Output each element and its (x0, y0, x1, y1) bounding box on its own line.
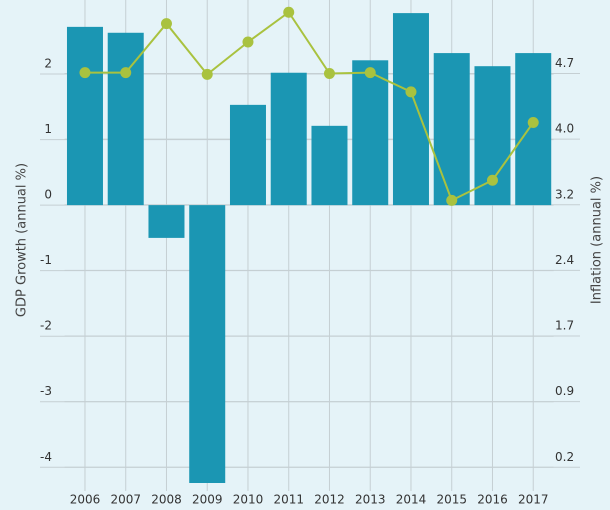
y-tick-label: -1 (40, 253, 52, 267)
y2-tick-label: 0.9 (555, 384, 574, 398)
x-tick-label: 2014 (396, 493, 427, 507)
point (486, 174, 498, 186)
x-tick-label: 2017 (518, 493, 549, 507)
y-axis-title: GDP Growth (annual %) (15, 163, 30, 317)
point (323, 68, 335, 79)
x-tick-label: 2013 (355, 493, 386, 507)
point (283, 6, 295, 18)
y2-tick-label: 3.2 (555, 187, 574, 201)
bar (148, 205, 185, 238)
point (160, 18, 172, 30)
point (405, 86, 417, 98)
point (364, 67, 376, 79)
bar (515, 53, 552, 206)
y2-tick-label: 0.2 (555, 450, 574, 464)
x-tick-label: 2016 (477, 493, 508, 507)
y-tick-label: 2 (44, 57, 52, 71)
line (84, 10, 535, 202)
bar (311, 125, 348, 206)
bar (392, 13, 429, 206)
bar (433, 53, 470, 206)
x-tick-label: 2015 (436, 493, 467, 507)
y2-tick-label: 1.7 (555, 319, 574, 333)
y-tick-label: -4 (40, 450, 52, 464)
point (120, 67, 132, 79)
y-tick-label: -3 (40, 384, 52, 398)
y-tick-label: 1 (44, 122, 52, 136)
y-tick-label: 0 (44, 188, 52, 202)
bar (107, 32, 144, 206)
bar (229, 104, 266, 206)
y2-tick-label: 4.7 (555, 56, 574, 70)
bar (270, 72, 307, 206)
bar (66, 26, 103, 206)
point (527, 117, 539, 128)
y2-tick-label: 4.0 (555, 122, 574, 136)
point (79, 67, 91, 79)
bar (352, 60, 389, 206)
x-tick-label: 2011 (273, 493, 304, 507)
y2-tick-label: 2.4 (555, 253, 574, 267)
x-tick-label: 2009 (192, 493, 223, 507)
x-tick-label: 2006 (70, 493, 101, 507)
point (446, 194, 458, 206)
point (242, 36, 254, 48)
y2-axis-title: Inflation (annual %) (590, 176, 605, 304)
x-tick-label: 2010 (233, 493, 264, 507)
point (201, 68, 213, 80)
x-tick-label: 2007 (110, 493, 141, 507)
bar (189, 205, 226, 483)
x-tick-label: 2008 (151, 493, 182, 507)
y-tick-label: -2 (40, 319, 52, 333)
x-tick-label: 2012 (314, 493, 345, 507)
